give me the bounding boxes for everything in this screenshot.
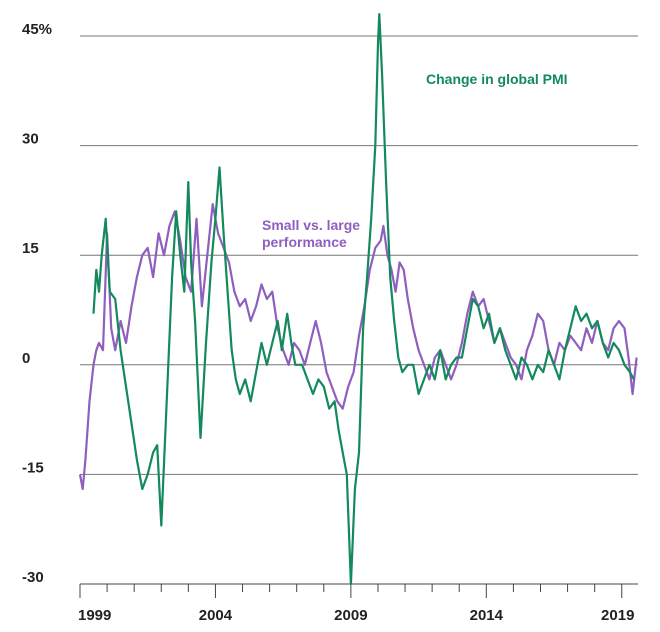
x-tick-label: 2009 — [334, 607, 367, 624]
y-tick-label: 30 — [22, 131, 39, 148]
series-lines — [78, 13, 638, 586]
y-tick-label: -15 — [22, 459, 44, 476]
x-tick-label: 1999 — [78, 607, 111, 624]
series-label: Change in global PMI — [426, 71, 568, 87]
y-tick-label: -30 — [22, 569, 44, 586]
y-axis-tick-labels: 45% 30 15 0 -15 -30 — [22, 21, 52, 586]
y-tick-label: 0 — [22, 350, 30, 367]
x-axis-ticks: 1999 2004 2009 2014 2019 — [78, 584, 634, 624]
x-tick-label: 2004 — [199, 607, 233, 624]
y-tick-label: 15 — [22, 240, 39, 257]
series-label: performance — [262, 234, 347, 250]
series-labels: Change in global PMI Small vs. largeperfo… — [262, 71, 568, 250]
series-line-global-pmi — [92, 13, 635, 586]
x-tick-label: 2014 — [470, 607, 504, 624]
x-tick-label: 2019 — [601, 607, 634, 624]
series-label: Small vs. large — [262, 217, 360, 233]
series-line-small-vs-large — [78, 203, 638, 491]
y-tick-label: 45% — [22, 21, 52, 38]
